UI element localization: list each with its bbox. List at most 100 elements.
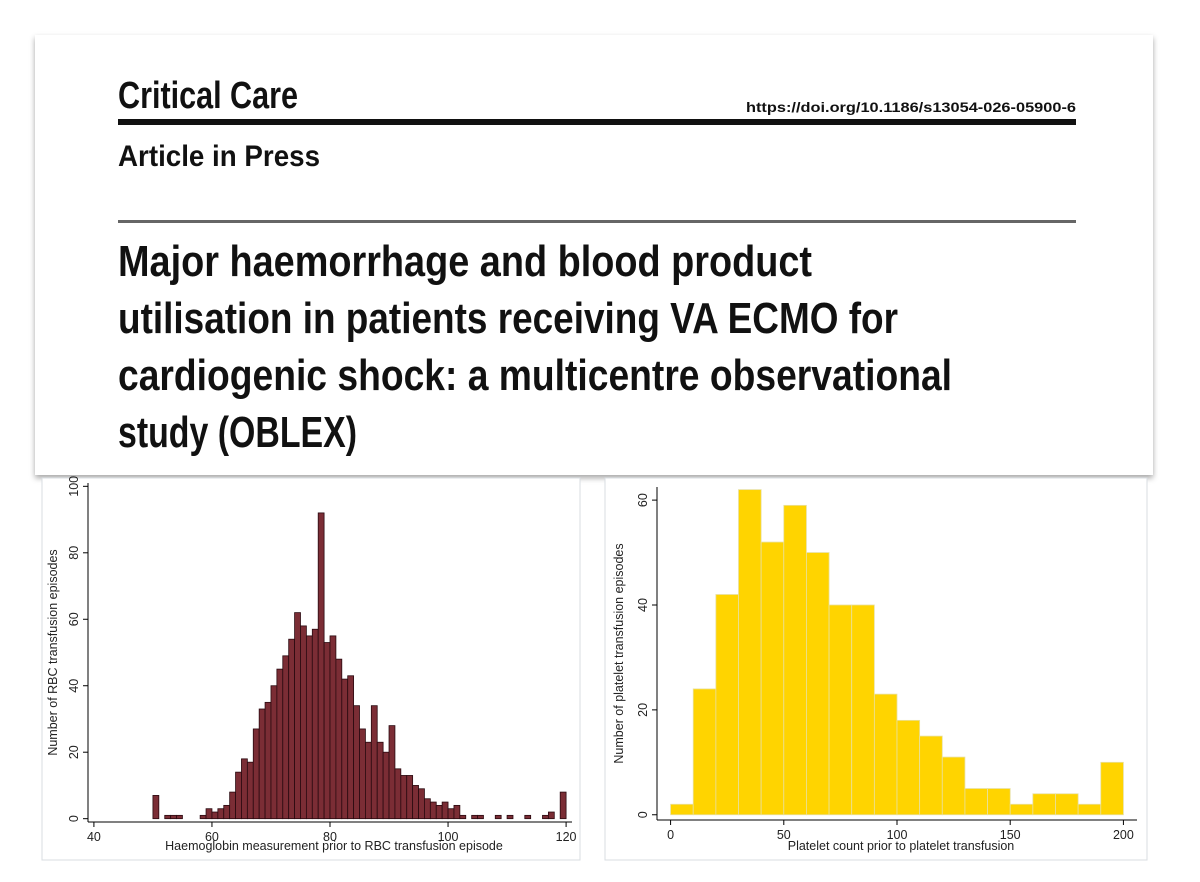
x-tick-label: 40 (87, 830, 101, 844)
bar (715, 594, 739, 816)
y-tick-label: 20 (67, 745, 81, 759)
bar (429, 801, 437, 820)
x-tick-label: 120 (556, 830, 577, 844)
bar (359, 728, 366, 820)
bar (270, 685, 278, 820)
bar (896, 719, 921, 816)
bar (176, 814, 183, 820)
bar (252, 728, 260, 820)
bar (300, 625, 307, 820)
bar (783, 504, 807, 816)
bar (760, 541, 785, 816)
bar (211, 811, 219, 820)
bar (370, 705, 378, 820)
bar (424, 798, 431, 820)
bar (447, 808, 455, 820)
bar (341, 678, 349, 820)
bar (412, 785, 419, 820)
y-tick-label: 60 (636, 493, 650, 507)
y-tick-label: 40 (67, 679, 81, 693)
bar (477, 814, 484, 820)
x-tick-label: 100 (887, 828, 908, 842)
bar (311, 628, 319, 820)
bar (547, 811, 555, 820)
bar (542, 814, 549, 820)
bar (964, 788, 988, 816)
bar (294, 612, 301, 820)
bar (152, 795, 160, 820)
bar (692, 688, 717, 816)
bar (217, 808, 225, 820)
rule (118, 220, 1076, 223)
bar (382, 751, 390, 820)
x-tick-label: 80 (323, 830, 337, 844)
bar (365, 741, 372, 820)
bar (670, 803, 694, 816)
bar (1032, 793, 1056, 816)
y-tick-label: 20 (636, 703, 650, 717)
bar (388, 725, 396, 820)
y-tick-label: 0 (636, 811, 650, 818)
bar (559, 791, 567, 820)
bar (205, 808, 213, 820)
x-tick-label: 50 (777, 828, 791, 842)
bar (506, 814, 514, 820)
bar (738, 489, 762, 816)
bar (471, 814, 478, 820)
x-axis-label: Platelet count prior to platelet transfu… (788, 839, 1015, 853)
y-axis-label: Number of platelet transfusion episodes (612, 543, 626, 763)
bar (1100, 761, 1124, 816)
rule (118, 119, 1076, 125)
bar (241, 758, 248, 820)
bar (806, 552, 830, 816)
bar (264, 701, 272, 820)
bar (418, 788, 425, 820)
title-line: study (OBLEX) (118, 408, 357, 457)
bar (400, 775, 408, 820)
bar (353, 705, 360, 820)
bar (1009, 803, 1034, 816)
bar (323, 642, 331, 820)
y-tick-label: 0 (67, 815, 81, 822)
bar (941, 756, 966, 816)
bar (305, 635, 313, 820)
x-tick-label: 200 (1113, 828, 1134, 842)
bar (828, 604, 853, 816)
status: Article in Press (118, 140, 320, 173)
doi: https://doi.org/10.1186/s13054-026-05900… (746, 99, 1076, 115)
bar (376, 741, 384, 820)
bar (258, 708, 266, 820)
bar (282, 655, 290, 820)
bar (524, 814, 532, 820)
bar (199, 814, 207, 820)
bar (335, 658, 343, 820)
bar (441, 801, 449, 820)
x-tick-label: 100 (438, 830, 459, 844)
bar (235, 771, 242, 820)
bar (288, 638, 295, 820)
bar (276, 668, 284, 820)
y-tick-label: 100 (67, 476, 81, 497)
x-tick-label: 0 (667, 828, 674, 842)
x-tick-label: 60 (205, 830, 219, 844)
bar (164, 814, 172, 820)
bar (987, 788, 1011, 816)
y-tick-label: 40 (636, 598, 650, 612)
y-tick-label: 80 (67, 546, 81, 560)
bar (223, 804, 231, 820)
bar (394, 768, 402, 820)
x-tick-label: 150 (1000, 828, 1021, 842)
title-line: cardiogenic shock: a multicentre observa… (118, 351, 952, 400)
bar (851, 604, 875, 816)
bar (1055, 793, 1079, 816)
bar (347, 675, 355, 820)
bar (317, 512, 325, 820)
y-axis-label: Number of RBC transfusion episodes (46, 549, 60, 755)
bar (873, 693, 898, 816)
bar (229, 791, 236, 820)
journal: Critical Care (118, 75, 298, 117)
bar (435, 804, 443, 820)
bar (406, 775, 414, 820)
title-line: utilisation in patients receiving VA ECM… (118, 294, 898, 343)
bar (459, 814, 467, 820)
